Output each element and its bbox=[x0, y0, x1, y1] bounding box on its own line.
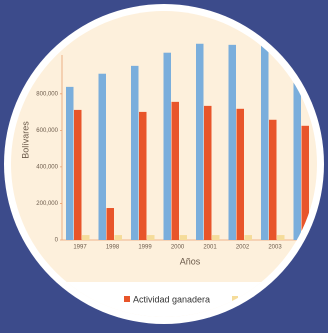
bar bbox=[309, 235, 317, 240]
legend-swatch bbox=[232, 296, 238, 302]
y-tick-label: 400,000 bbox=[36, 164, 58, 170]
legend-label: Actividad ganadera bbox=[133, 294, 210, 304]
bar bbox=[196, 43, 204, 240]
bar bbox=[147, 235, 155, 240]
bar bbox=[171, 101, 179, 240]
x-tick-label: 1997 bbox=[73, 245, 87, 251]
bar bbox=[261, 40, 269, 241]
x-tick-label: 2000 bbox=[171, 245, 185, 251]
legend-label: Actividad agrícola bbox=[0, 294, 70, 304]
bar bbox=[179, 235, 187, 240]
x-tick-label: 2003 bbox=[268, 245, 282, 251]
bar bbox=[269, 119, 277, 240]
y-axis-label: Bolívares bbox=[20, 121, 30, 159]
bar bbox=[131, 65, 139, 241]
bar bbox=[204, 105, 212, 241]
y-tick-label: 0 bbox=[55, 238, 59, 244]
x-tick-label: 1999 bbox=[138, 245, 152, 251]
x-tick-label: 2004 bbox=[301, 245, 315, 251]
x-axis-label: Años bbox=[180, 256, 201, 266]
bar bbox=[228, 44, 236, 240]
bar bbox=[114, 235, 122, 240]
bar bbox=[293, 58, 301, 241]
bar bbox=[98, 73, 106, 240]
bar bbox=[301, 125, 309, 240]
bar bbox=[277, 235, 285, 240]
bar bbox=[212, 235, 220, 240]
bar bbox=[66, 86, 74, 240]
bar bbox=[139, 111, 147, 241]
bar bbox=[82, 235, 90, 240]
bar bbox=[106, 208, 114, 240]
legend-swatch bbox=[124, 296, 130, 302]
bar bbox=[163, 52, 171, 240]
x-tick-label: 2001 bbox=[203, 245, 217, 251]
y-tick-label: 600,000 bbox=[36, 128, 58, 134]
x-tick-label: 1998 bbox=[106, 245, 120, 251]
y-tick-label: 800,000 bbox=[36, 91, 58, 97]
bar bbox=[236, 108, 244, 240]
y-tick-label: 200,000 bbox=[36, 201, 58, 207]
bar bbox=[244, 235, 252, 240]
x-tick-label: 2002 bbox=[236, 245, 250, 251]
bar bbox=[74, 109, 82, 240]
